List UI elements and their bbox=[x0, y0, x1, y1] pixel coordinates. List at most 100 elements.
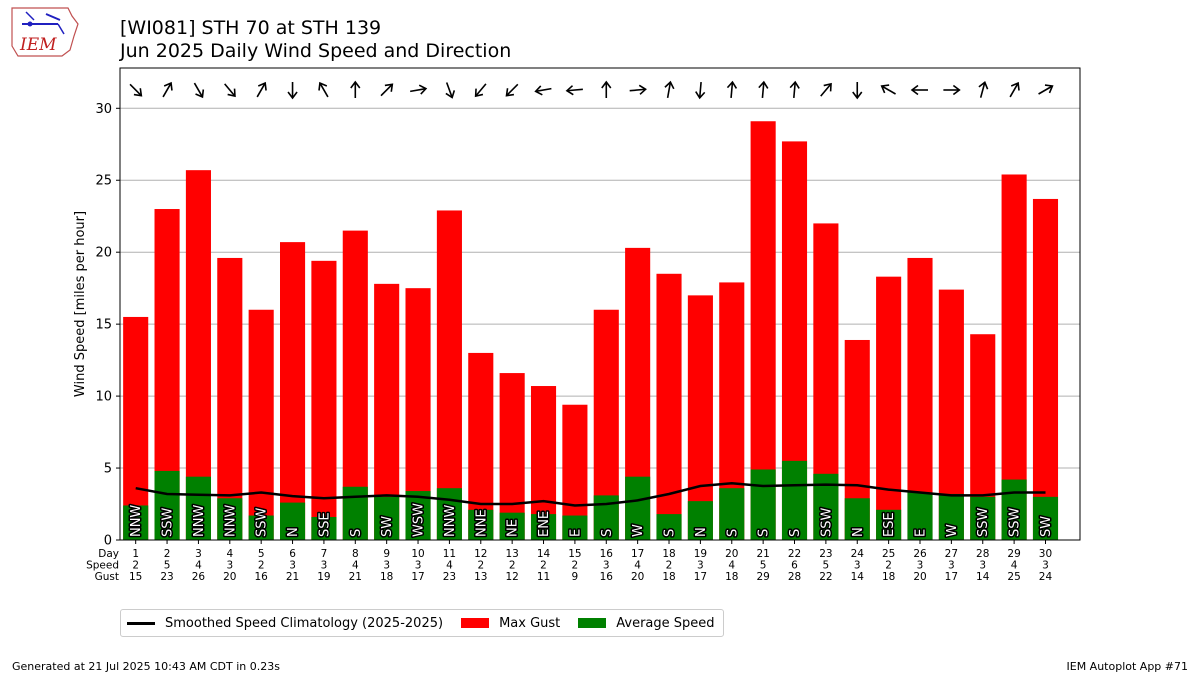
direction-label-halo: NNW bbox=[223, 505, 238, 537]
wind-arrow-head bbox=[163, 81, 173, 91]
speed-tick-label: 2 bbox=[885, 560, 892, 572]
speed-tick-label: 5 bbox=[760, 560, 767, 572]
wind-arrow bbox=[820, 82, 832, 97]
wind-arrow-head bbox=[664, 80, 675, 90]
row-header-label: Gust bbox=[95, 571, 119, 583]
wind-arrow-head bbox=[952, 84, 961, 96]
gust-bar bbox=[876, 276, 902, 540]
wind-arrow-shaft bbox=[730, 82, 734, 99]
direction-label: S bbox=[663, 529, 678, 537]
wind-arrow bbox=[880, 84, 896, 95]
direction-label: SSW bbox=[819, 507, 834, 537]
speed-bar bbox=[530, 514, 557, 540]
legend: Smoothed Speed Climatology (2025-2025) M… bbox=[120, 609, 724, 637]
wind-arrow bbox=[287, 82, 298, 100]
direction-label: WSW bbox=[412, 503, 427, 537]
gust-bar bbox=[436, 210, 462, 540]
wind-arrow-shaft bbox=[567, 88, 583, 92]
speed-bar bbox=[687, 501, 713, 540]
wind-arrow bbox=[789, 80, 800, 99]
direction-label: ENE bbox=[537, 511, 552, 537]
speed-bar bbox=[185, 476, 211, 540]
direction-label-halo: NE bbox=[506, 519, 521, 537]
direction-label-halo: S bbox=[349, 529, 364, 537]
day-tick-label: 2 bbox=[164, 548, 171, 560]
wind-arrow-shaft bbox=[629, 88, 645, 92]
day-tick-label: 17 bbox=[631, 548, 644, 560]
speed-tick-label: 3 bbox=[697, 560, 704, 572]
day-tick-label: 15 bbox=[568, 548, 581, 560]
day-tick-label: 20 bbox=[725, 548, 738, 560]
day-tick-label: 27 bbox=[945, 548, 958, 560]
wind-arrow bbox=[978, 80, 989, 98]
gust-tick-label: 23 bbox=[160, 571, 173, 583]
y-tick-label: 25 bbox=[95, 174, 112, 189]
gust-tick-label: 29 bbox=[756, 571, 769, 583]
speed-tick-label: 2 bbox=[572, 560, 579, 572]
wind-arrow-shaft bbox=[793, 82, 796, 99]
plot-frame bbox=[119, 67, 1081, 541]
y-tick-label: 5 bbox=[104, 462, 112, 477]
wind-arrow-head bbox=[133, 88, 143, 97]
wind-arrow bbox=[256, 81, 267, 98]
wind-arrow bbox=[695, 81, 706, 100]
speed-tick-label: 4 bbox=[634, 560, 641, 572]
day-tick-label: 24 bbox=[851, 548, 865, 560]
speed-bar bbox=[907, 492, 933, 540]
wind-arrow-head bbox=[384, 83, 394, 92]
day-tick-label: 14 bbox=[537, 548, 551, 560]
wind-arrow-shaft bbox=[1038, 85, 1052, 95]
legend-item-climatology: Smoothed Speed Climatology (2025-2025) bbox=[127, 616, 443, 631]
legend-label-average-speed: Average Speed bbox=[616, 615, 715, 631]
wind-arrow bbox=[943, 84, 961, 96]
wind-arrow-shaft bbox=[410, 87, 426, 93]
wind-arrow bbox=[445, 82, 456, 99]
wind-arrow-head bbox=[418, 84, 428, 95]
gust-bar bbox=[1001, 174, 1027, 541]
direction-label-halo: SSW bbox=[1008, 507, 1023, 537]
direction-label: SSE bbox=[317, 512, 332, 537]
wind-arrow-shaft bbox=[979, 83, 986, 98]
speed-tick-label: 4 bbox=[195, 560, 202, 572]
direction-label-halo: E bbox=[914, 529, 929, 537]
day-tick-label: 9 bbox=[383, 548, 390, 560]
direction-label: NNW bbox=[223, 505, 238, 537]
speed-bar bbox=[750, 469, 776, 540]
row-header-label: Speed bbox=[86, 560, 119, 572]
gust-tick-label: 26 bbox=[192, 571, 206, 583]
wind-arrow-shaft bbox=[475, 83, 487, 96]
speed-bar bbox=[876, 509, 902, 540]
wind-arrow bbox=[193, 82, 205, 99]
wind-arrow bbox=[162, 81, 173, 98]
app-label: IEM Autoplot App #71 bbox=[1066, 660, 1189, 673]
wind-arrow-shaft bbox=[882, 85, 896, 95]
speed-bar bbox=[625, 476, 651, 540]
speed-bar bbox=[468, 509, 494, 540]
wind-arrow-shaft bbox=[129, 83, 142, 96]
speed-bar bbox=[1032, 496, 1059, 540]
day-tick-label: 21 bbox=[756, 548, 769, 560]
wind-arrow bbox=[318, 81, 329, 98]
wind-arrow-head bbox=[978, 80, 989, 90]
gust-bar bbox=[123, 316, 149, 540]
direction-label: SSW bbox=[161, 507, 176, 537]
direction-label: NNW bbox=[443, 505, 458, 537]
wind-arrow bbox=[474, 83, 487, 98]
wind-arrow-shaft bbox=[224, 83, 235, 96]
direction-arrows bbox=[129, 80, 1054, 100]
speed-bar bbox=[781, 460, 808, 540]
direction-label-halo: S bbox=[725, 529, 740, 537]
wind-arrow bbox=[224, 83, 236, 98]
gust-tick-label: 17 bbox=[694, 571, 707, 583]
direction-label: S bbox=[788, 529, 803, 537]
direction-label-halo: SW bbox=[1039, 516, 1054, 537]
day-tick-label: 6 bbox=[289, 548, 296, 560]
wind-arrow-head bbox=[287, 91, 298, 100]
speed-bar bbox=[938, 493, 964, 540]
wind-arrow bbox=[629, 84, 647, 95]
speed-tick-label: 3 bbox=[948, 560, 955, 572]
gust-bar bbox=[248, 309, 274, 540]
gust-bar bbox=[499, 373, 525, 540]
y-tick-label: 20 bbox=[95, 246, 112, 261]
